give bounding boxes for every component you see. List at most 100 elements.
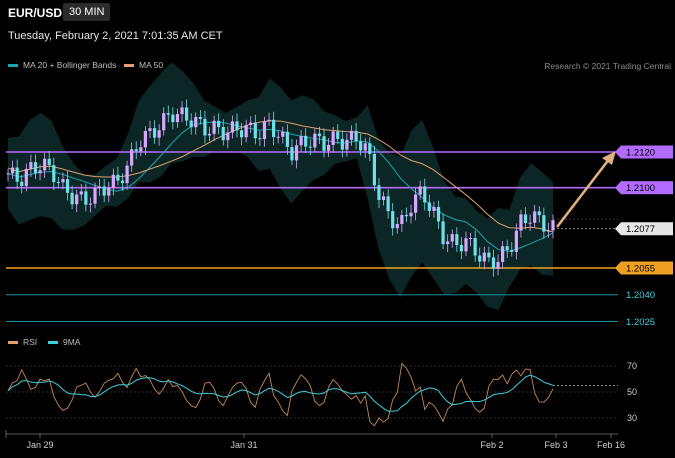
candle-body xyxy=(386,196,390,212)
candle-body xyxy=(468,238,473,240)
candle-body xyxy=(391,211,395,229)
candle-body xyxy=(180,107,184,115)
candle xyxy=(230,115,235,139)
candle xyxy=(459,236,464,260)
rsi-panel: 70 50 30 xyxy=(6,361,637,427)
candle xyxy=(414,188,418,221)
candle xyxy=(331,126,335,153)
candle xyxy=(43,152,47,178)
level-label-text: 1.2077 xyxy=(626,224,655,235)
candle xyxy=(221,119,225,146)
candle xyxy=(249,116,253,134)
candle xyxy=(258,131,262,146)
timeframe-button[interactable]: 30 MIN xyxy=(63,3,111,21)
rsi-line xyxy=(7,362,554,427)
candle xyxy=(551,214,555,239)
candle xyxy=(299,129,303,152)
forecast-arrow xyxy=(555,151,616,228)
candle-body xyxy=(441,221,445,245)
candle-body xyxy=(6,173,10,175)
candle-body xyxy=(207,133,212,136)
candle xyxy=(514,223,518,260)
candle-body xyxy=(244,125,248,138)
candle-body xyxy=(368,143,372,154)
candle-body xyxy=(97,186,102,189)
candle xyxy=(171,107,175,130)
candle-body xyxy=(84,191,88,205)
candle-body xyxy=(175,114,180,123)
candle xyxy=(207,127,212,142)
candle-body xyxy=(455,234,459,246)
candle-body xyxy=(152,128,157,138)
candle-body xyxy=(29,162,33,169)
candle-body xyxy=(15,167,19,182)
candle-body xyxy=(272,119,276,138)
level-label-bg xyxy=(621,181,673,195)
candle xyxy=(542,207,546,239)
candle-body xyxy=(20,181,24,187)
candle xyxy=(180,101,184,123)
candle xyxy=(317,126,322,144)
candle-body xyxy=(331,131,335,145)
candle-body xyxy=(10,167,15,174)
candle xyxy=(510,242,514,257)
candle xyxy=(70,185,74,210)
candle-body xyxy=(359,141,363,151)
candle xyxy=(423,178,427,211)
candle-body xyxy=(276,136,280,138)
candle xyxy=(368,137,372,162)
candle-body xyxy=(47,158,51,166)
candle xyxy=(244,119,248,143)
candle xyxy=(33,154,38,180)
candle xyxy=(235,113,239,138)
legend-label: MA 50 xyxy=(139,60,164,70)
rsi-level-label: 70 xyxy=(627,361,637,371)
candle xyxy=(482,246,486,270)
candle xyxy=(29,154,33,177)
candle xyxy=(468,232,473,247)
candle xyxy=(120,173,125,191)
candle xyxy=(148,120,152,138)
candle xyxy=(175,108,180,128)
candle-body xyxy=(336,131,340,139)
legend-label: MA 20 + Bollinger Bands xyxy=(23,60,117,70)
level-label-text: 1.2055 xyxy=(626,263,655,274)
candle-body xyxy=(24,168,28,187)
candle xyxy=(432,201,436,218)
candle xyxy=(276,130,280,144)
candle xyxy=(139,140,143,157)
candle-body xyxy=(107,187,111,196)
candle xyxy=(523,207,528,230)
legend-ma50: MA 50 xyxy=(124,60,163,70)
candle-body xyxy=(354,130,358,142)
candle-body xyxy=(308,146,312,148)
candle-body xyxy=(446,241,450,245)
candle xyxy=(441,213,445,250)
candle xyxy=(198,109,202,125)
candle xyxy=(528,214,532,232)
candle xyxy=(386,189,390,219)
candle xyxy=(546,222,551,238)
candle xyxy=(464,231,468,257)
legend-swatch xyxy=(48,340,58,344)
price-labels: 1.2120 1.2100 1.2077 1.2055 1.2040 1.2025 xyxy=(615,145,673,328)
candle xyxy=(267,112,271,126)
candle-body xyxy=(542,215,546,232)
candle-body xyxy=(185,107,189,121)
rsi-level-label: 30 xyxy=(627,413,637,423)
level-label-pointer xyxy=(615,181,621,195)
candle xyxy=(409,204,413,224)
candle-body xyxy=(56,182,60,184)
candle xyxy=(363,137,367,159)
candle xyxy=(290,139,294,165)
legend-label: 9MA xyxy=(63,337,81,347)
candle xyxy=(226,126,230,149)
candle xyxy=(152,120,157,144)
candle xyxy=(519,209,523,238)
level-label-pointer xyxy=(615,261,621,275)
candle-body xyxy=(349,130,354,140)
candle-body xyxy=(418,186,422,195)
candle-body xyxy=(212,120,216,134)
candle-body xyxy=(377,185,381,201)
